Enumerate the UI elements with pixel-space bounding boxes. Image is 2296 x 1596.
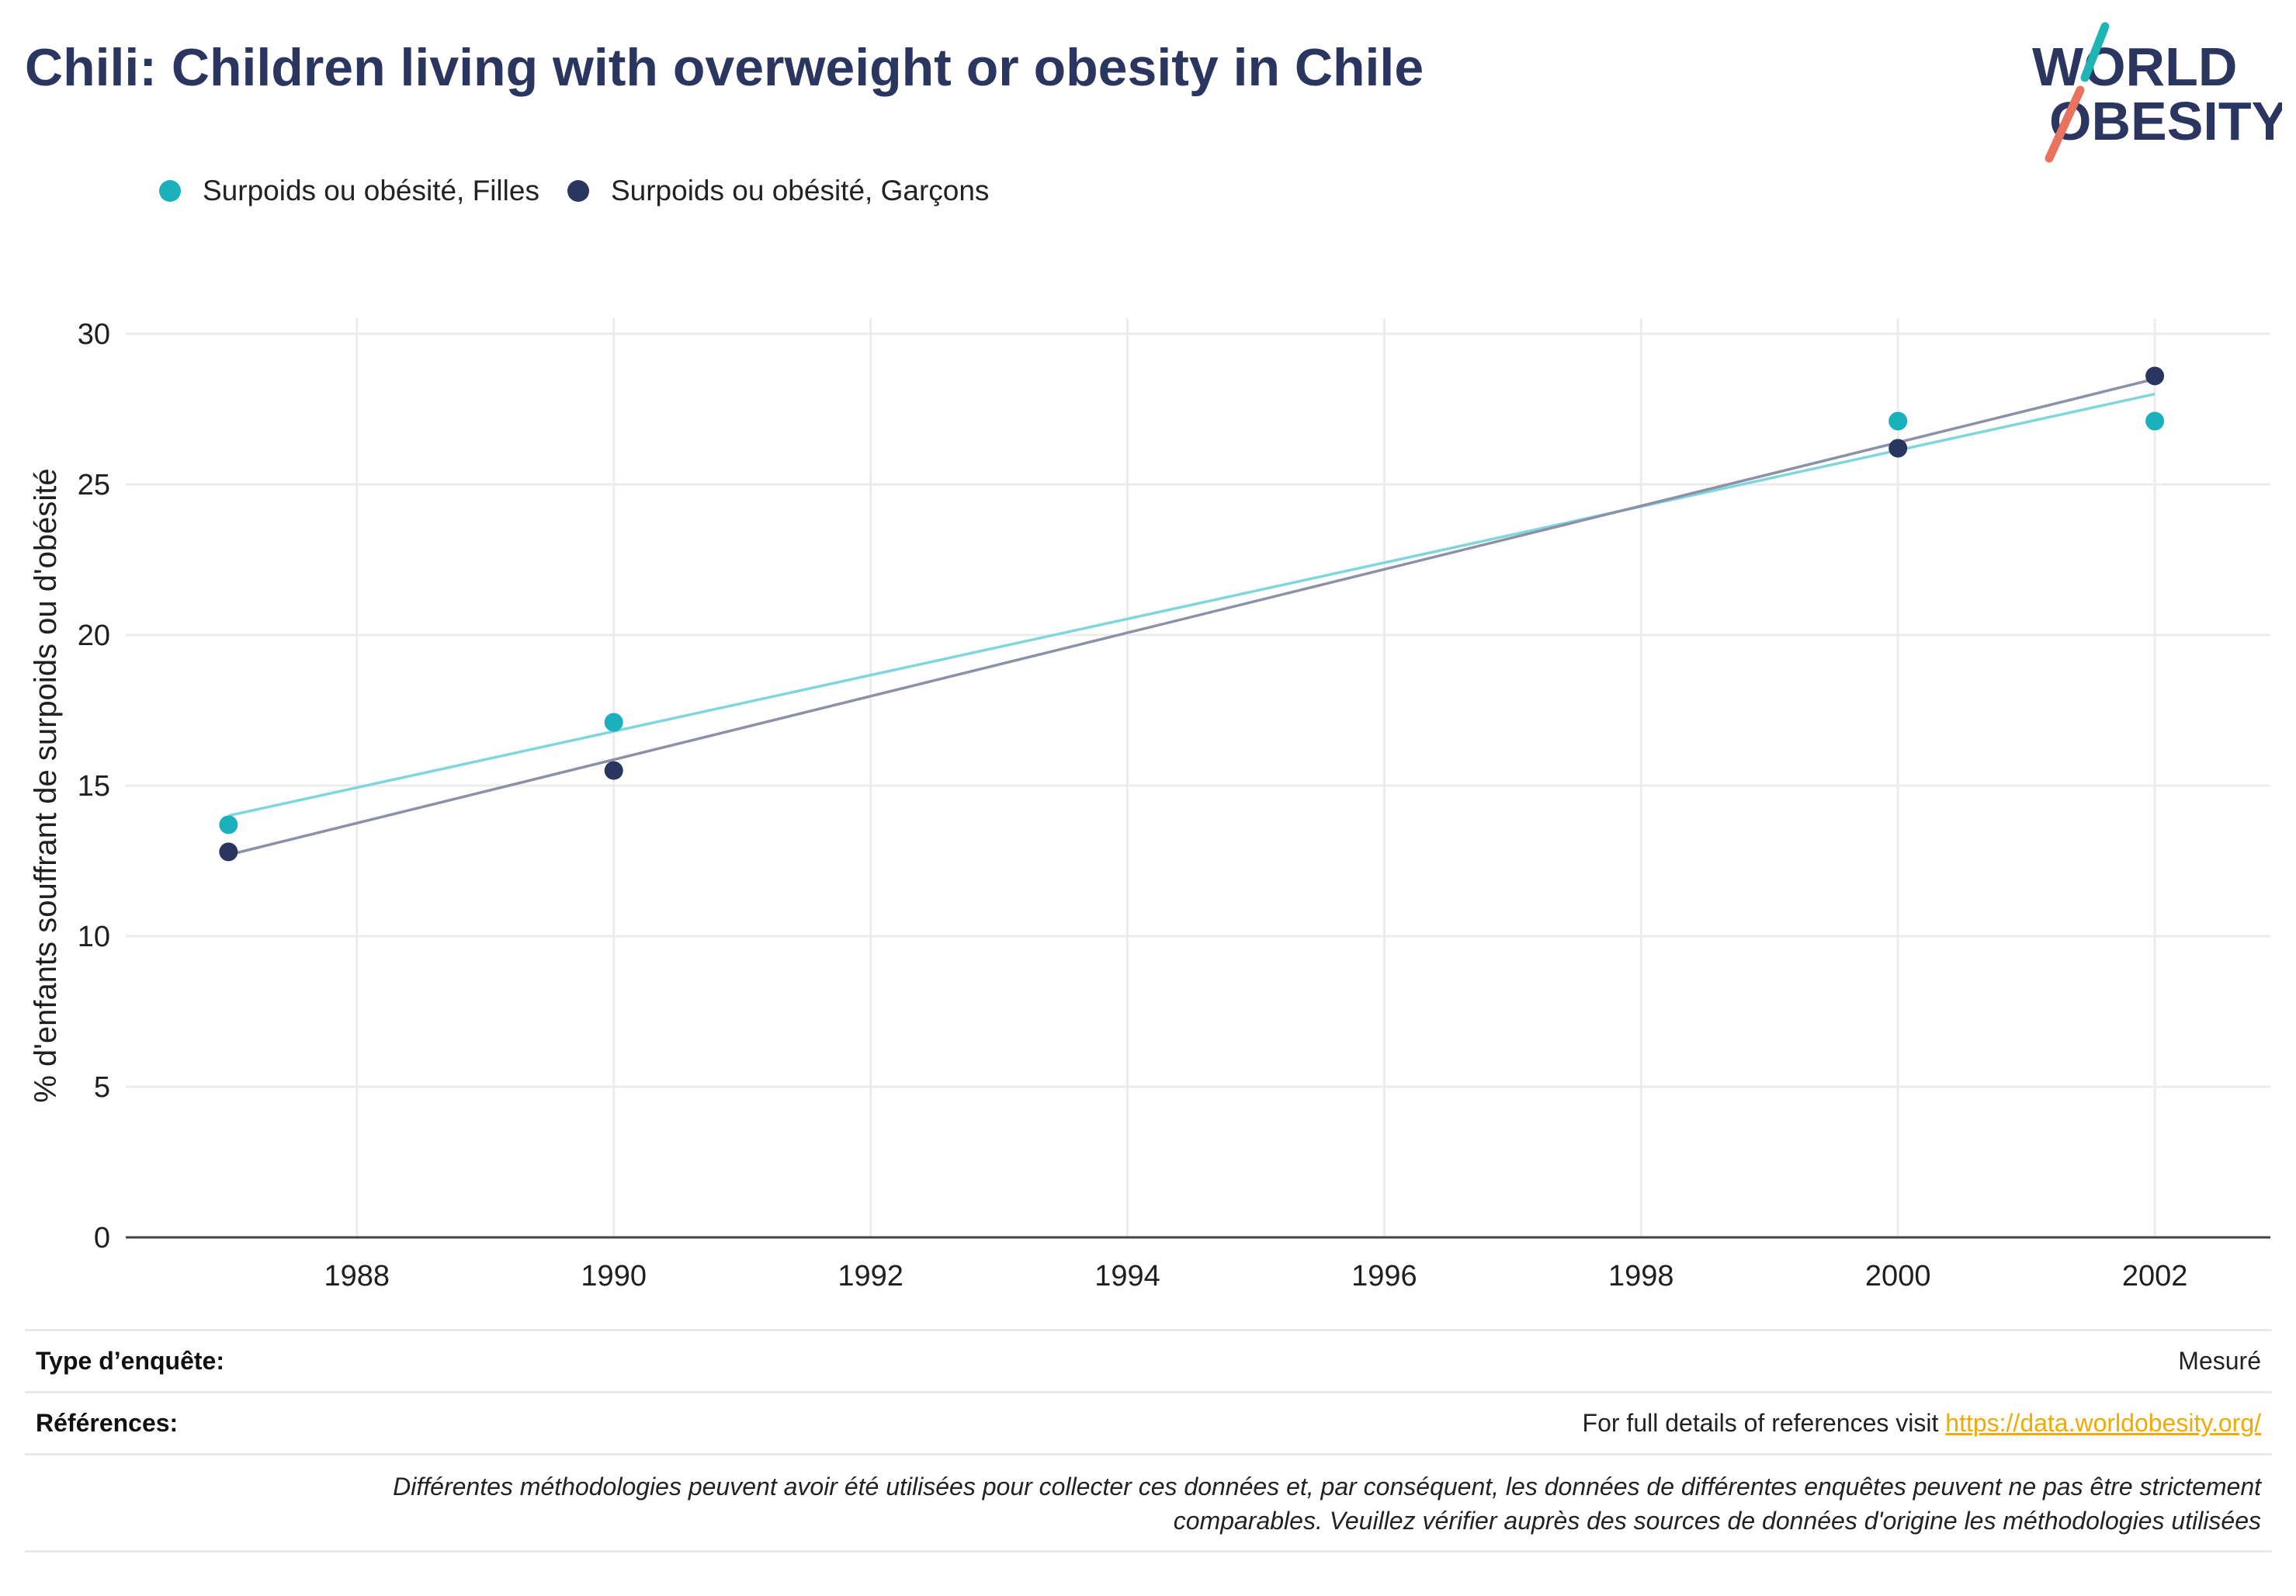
data-point-garcons — [604, 761, 623, 780]
y-tick-label: 20 — [78, 619, 110, 652]
logo-word-obesity: OBESITY — [2049, 91, 2282, 151]
survey-type-row: Type d’enquête: Mesuré — [25, 1329, 2272, 1391]
data-point-filles — [1888, 411, 1908, 431]
logo-slash-teal — [2080, 22, 2110, 82]
references-link[interactable]: https://data.worldobesity.org/ — [1945, 1409, 2261, 1437]
x-tick-label: 1988 — [324, 1260, 390, 1292]
x-tick-label: 1998 — [1608, 1260, 1674, 1292]
legend-marker-filles — [159, 180, 181, 202]
trendline-filles — [227, 392, 2156, 817]
x-tick-label: 1992 — [838, 1260, 903, 1292]
trendline-garcons — [227, 377, 2156, 856]
data-point-garcons — [219, 842, 238, 862]
references-value: For full details of references visit htt… — [1583, 1409, 2261, 1438]
page-title: Chili: Children living with overweight o… — [25, 38, 1424, 97]
data-point-filles — [2145, 411, 2165, 431]
x-tick-label: 2002 — [2122, 1260, 2188, 1292]
y-tick-label: 15 — [78, 770, 110, 803]
disclaimer-line-1: Différentes méthodologies peuvent avoir … — [393, 1473, 2261, 1501]
y-tick-label: 25 — [78, 469, 110, 501]
scatter-chart: 0 5 10 15 20 25 30 1988 1990 1992 1994 1996 1998 2000… — [29, 318, 2270, 1292]
disclaimer-line-2: comparables. Veuillez vérifier auprès de… — [1173, 1507, 2261, 1535]
data-point-filles — [604, 713, 623, 732]
x-tick-label: 1996 — [1351, 1260, 1417, 1292]
data-point-filles — [219, 815, 238, 834]
y-axis-title: % d'enfants souffrant de surpoids ou d'o… — [29, 468, 63, 1102]
y-tick-label: 5 — [94, 1071, 110, 1104]
chart-legend: Surpoids ou obésité, Filles Surpoids ou … — [159, 175, 989, 207]
logo-slash-coral — [2045, 85, 2085, 163]
references-row: Références: For full details of referenc… — [25, 1391, 2272, 1453]
x-tick-label: 1994 — [1094, 1260, 1160, 1292]
chart-footer: Type d’enquête: Mesuré Références: For f… — [25, 1329, 2272, 1553]
references-text: For full details of references visit — [1582, 1409, 1946, 1437]
legend-item-filles[interactable]: Surpoids ou obésité, Filles — [159, 175, 539, 207]
y-tick-label: 30 — [78, 318, 110, 351]
x-tick-label: 2000 — [1865, 1260, 1931, 1292]
legend-item-garcons[interactable]: Surpoids ou obésité, Garçons — [567, 175, 989, 207]
survey-type-value: Mesuré — [2178, 1347, 2261, 1375]
y-tick-label: 10 — [78, 921, 110, 953]
survey-type-label: Type d’enquête: — [36, 1347, 224, 1375]
data-point-garcons — [2145, 366, 2165, 386]
logo-word-world: WORLD — [2032, 36, 2237, 97]
legend-label-garcons: Surpoids ou obésité, Garçons — [610, 175, 990, 206]
world-obesity-logo: WORLD OBESITY — [2032, 22, 2282, 163]
methodology-disclaimer: Différentes méthodologies peuvent avoir … — [25, 1453, 2272, 1553]
legend-label-filles: Surpoids ou obésité, Filles — [203, 175, 539, 206]
x-tick-label: 1990 — [581, 1260, 647, 1292]
references-label: Références: — [36, 1409, 179, 1437]
data-point-garcons — [1888, 439, 1908, 458]
y-tick-label: 0 — [94, 1222, 110, 1254]
legend-marker-garcons — [567, 180, 589, 202]
